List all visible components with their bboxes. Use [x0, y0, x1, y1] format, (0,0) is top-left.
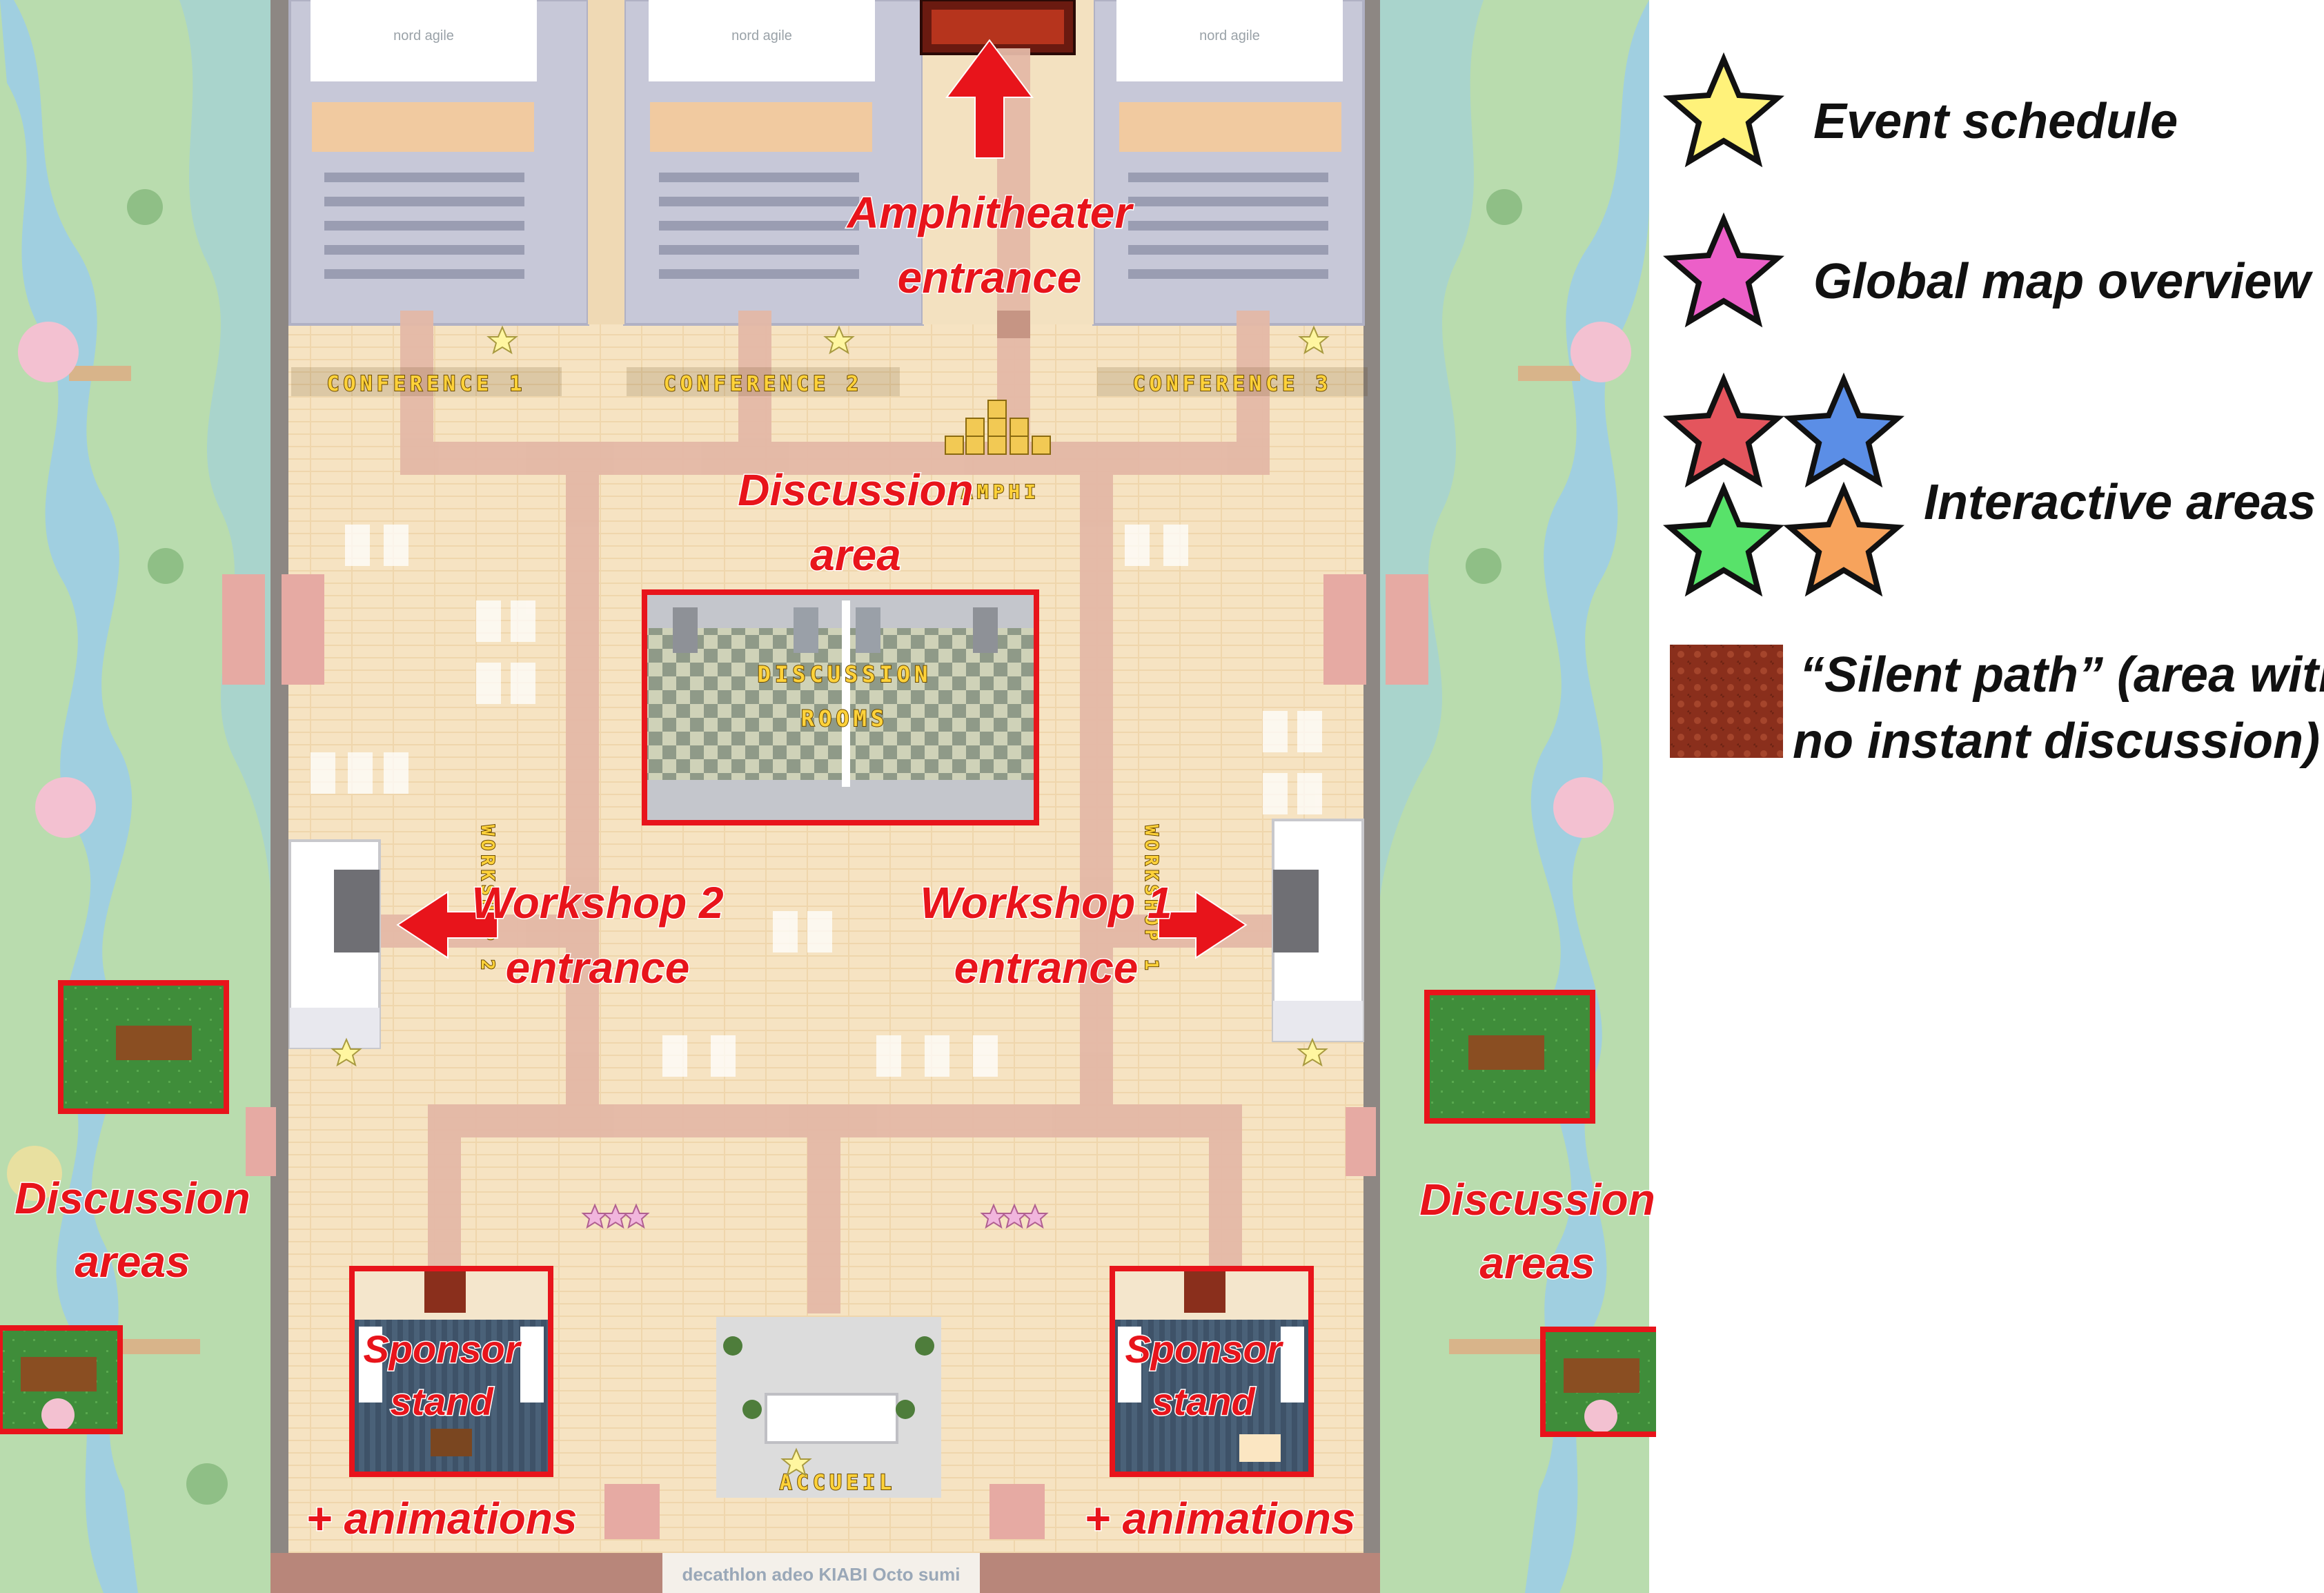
workshop-1-arrow-icon [1158, 890, 1248, 959]
reception-area[interactable] [716, 1317, 941, 1498]
discussion-areas-right-label-2: areas [1479, 1238, 1595, 1288]
workshop-2-vertical-label: WORKSHOP 2 [477, 825, 498, 975]
yellow-star-icon [1663, 52, 1784, 168]
workshop-2-arrow-icon [396, 890, 498, 959]
workshop-1-vertical-label: WORKSHOP 1 [1141, 825, 1161, 975]
orange-star-icon [1783, 481, 1904, 597]
discussion-areas-left-label-1: Discussion [14, 1173, 250, 1223]
map-interactive-stars[interactable] [581, 1203, 1049, 1229]
legend-silent-path-line-1: “Silent path” (area with [1800, 647, 2324, 703]
discussion-areas-left-label-2: areas [75, 1237, 190, 1287]
discussion-rooms-label-1: DISCUSSION [758, 661, 932, 687]
pink-star-icon [1663, 212, 1784, 328]
legend-silent-path-line-2: no instant discussion) [1793, 714, 2320, 769]
conference-2-sign-bg [627, 367, 900, 396]
animations-left-label: + animations [306, 1494, 578, 1543]
silent-path-door-top [997, 311, 1030, 338]
svg-text:nord agile: nord agile [1199, 28, 1260, 43]
blue-star-icon [1783, 372, 1904, 488]
floor-tables [311, 525, 1322, 1077]
workshop-2-room[interactable] [288, 839, 381, 1049]
banner-room-2: nord agile [731, 28, 792, 43]
discussion-area-label-1: Discussion [738, 465, 973, 515]
corridor-north-west [588, 0, 624, 324]
discussion-area-label-2: area [810, 530, 901, 580]
conference-1-sign-bg [291, 367, 562, 396]
conference-rooms [288, 0, 1365, 326]
amphi-arrow-icon [945, 39, 1034, 159]
sponsor-stand-left[interactable] [349, 1266, 553, 1477]
conference-3-label[interactable]: CONFERENCE 3 [1132, 371, 1332, 397]
workshop-2-entrance-label-2: entrance [506, 943, 690, 993]
banner-room-3: nord agile [1199, 28, 1260, 43]
legend-event-schedule: Event schedule [1813, 94, 2178, 149]
workshop-1-room[interactable] [1272, 819, 1364, 1042]
discussion-rooms-area[interactable] [642, 589, 1039, 825]
amphi-label[interactable]: AMPHI [961, 480, 1040, 504]
silent-path-network [380, 48, 1279, 1313]
conference-1-label[interactable]: CONFERENCE 1 [326, 371, 526, 397]
workshop-2-entrance-label-1: Workshop 2 [471, 878, 723, 928]
legend: Event schedule Global map overview Inter… [1656, 0, 2324, 1593]
sponsor-stand-right[interactable] [1110, 1266, 1314, 1477]
sponsor-stand-left-label-2: stand [390, 1380, 494, 1423]
svg-text:nord agile: nord agile [393, 28, 454, 43]
discussion-rooms-label-2: ROOMS [801, 705, 888, 732]
animations-right-label: + animations [1085, 1494, 1356, 1543]
green-star-icon [1663, 481, 1784, 597]
amphi-marker [945, 400, 1051, 455]
discussion-area-left-bottom[interactable] [0, 1325, 123, 1434]
workshop-1-entrance-label-1: Workshop 1 [920, 878, 1172, 928]
building-bottom-wall [270, 1553, 1380, 1593]
map-schedule-stars[interactable] [331, 325, 1330, 1477]
legend-interactive: Interactive areas [1924, 475, 2316, 530]
discussion-area-left-top[interactable] [58, 980, 229, 1114]
discussion-areas-right-label-1: Discussion [1419, 1175, 1655, 1224]
sponsor-logos-strip: decathlon adeo KIABI Octo sumi [682, 1564, 960, 1585]
accueil-label[interactable]: ACCUEIL [779, 1470, 896, 1496]
conference-2-label[interactable]: CONFERENCE 2 [663, 371, 863, 397]
sponsor-stand-left-label-1: Sponsor [363, 1327, 522, 1371]
red-star-icon [1663, 372, 1784, 488]
sponsor-stand-right-label-1: Sponsor [1125, 1327, 1283, 1371]
svg-text:nord agile: nord agile [731, 28, 792, 43]
discussion-area-right-bottom[interactable] [1540, 1327, 1666, 1437]
amphitheater-entrance-label-2: entrance [898, 253, 1082, 302]
conference-3-sign-bg [1097, 367, 1368, 396]
discussion-area-right-top[interactable] [1424, 990, 1595, 1124]
silent-path-swatch [1670, 645, 1783, 758]
sponsor-stand-right-label-2: stand [1152, 1380, 1256, 1423]
banner-room-1: nord agile [393, 28, 454, 43]
entrance-mats [222, 574, 1428, 1539]
legend-global-map: Global map overview [1813, 254, 2313, 309]
workshop-1-entrance-label-2: entrance [954, 943, 1139, 993]
amphitheater-entrance-label-1: Amphitheater [846, 188, 1134, 237]
